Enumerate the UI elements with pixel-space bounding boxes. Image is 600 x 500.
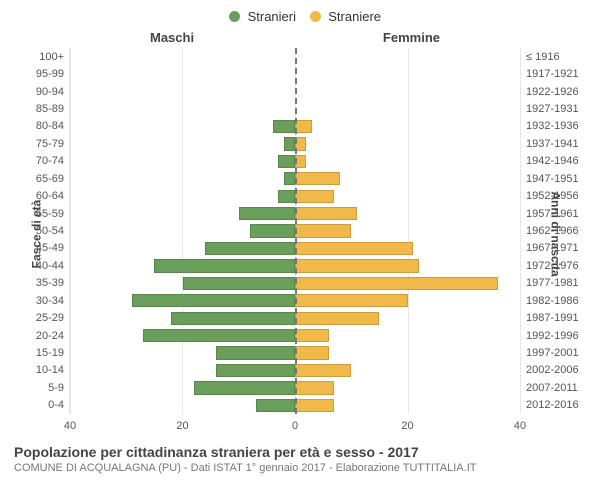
birth-year-label: 1922-1926 (520, 86, 579, 98)
birth-year-label: 1987-1991 (520, 312, 579, 324)
birth-year-label: 1967-1971 (520, 242, 579, 254)
bar-male (132, 294, 295, 307)
birth-year-label: 1942-1946 (520, 155, 579, 167)
birth-year-label: 1982-1986 (520, 295, 579, 307)
bar-female (295, 172, 340, 185)
age-label: 50-54 (36, 225, 70, 237)
age-label: 75-79 (36, 138, 70, 150)
bar-female (295, 120, 312, 133)
birth-year-label: ≤ 1916 (520, 51, 560, 63)
bar-female (295, 242, 413, 255)
birth-year-label: 2012-2016 (520, 399, 579, 411)
birth-year-label: 1992-1996 (520, 330, 579, 342)
bar-male (216, 364, 295, 377)
birth-year-label: 1932-1936 (520, 120, 579, 132)
birth-year-label: 1927-1931 (520, 103, 579, 115)
x-tick-label: 40 (514, 420, 526, 432)
footer-subtitle: COMUNE DI ACQUALAGNA (PU) - Dati ISTAT 1… (14, 462, 586, 474)
bar-female (295, 312, 379, 325)
footer: Popolazione per cittadinanza straniera p… (0, 444, 600, 474)
bar-female (295, 190, 334, 203)
bar-male (278, 190, 295, 203)
age-label: 45-49 (36, 242, 70, 254)
birth-year-label: 1917-1921 (520, 68, 579, 80)
bar-male (273, 120, 296, 133)
plot-area: 2040 02040 100+≤ 191695-991917-192190-94… (70, 48, 520, 414)
birth-year-label: 1952-1956 (520, 190, 579, 202)
x-tick-label: 0 (292, 420, 298, 432)
bar-female (295, 224, 351, 237)
bar-female (295, 259, 419, 272)
age-label: 90-94 (36, 86, 70, 98)
age-label: 85-89 (36, 103, 70, 115)
bar-male (194, 381, 295, 394)
bar-male (256, 399, 295, 412)
x-tick-label: 40 (64, 420, 76, 432)
birth-year-label: 1972-1976 (520, 260, 579, 272)
bar-female (295, 294, 408, 307)
col-header-female: Femmine (383, 30, 440, 45)
birth-year-label: 1962-1966 (520, 225, 579, 237)
bar-female (295, 346, 329, 359)
legend-label-male: Stranieri (248, 9, 296, 24)
age-label: 95-99 (36, 68, 70, 80)
birth-year-label: 1997-2001 (520, 347, 579, 359)
bar-female (295, 207, 357, 220)
age-label: 20-24 (36, 330, 70, 342)
bar-male (216, 346, 295, 359)
age-label: 30-34 (36, 295, 70, 307)
age-label: 15-19 (36, 347, 70, 359)
center-line-icon (295, 48, 297, 414)
bar-male (239, 207, 295, 220)
age-label: 65-69 (36, 173, 70, 185)
bar-male (278, 155, 295, 168)
age-label: 100+ (39, 51, 70, 63)
birth-year-label: 1957-1961 (520, 208, 579, 220)
age-label: 80-84 (36, 120, 70, 132)
age-label: 5-9 (48, 382, 70, 394)
legend-swatch-male (229, 11, 240, 22)
birth-year-label: 1937-1941 (520, 138, 579, 150)
legend-label-female: Straniere (328, 9, 381, 24)
col-header-male: Maschi (150, 30, 194, 45)
birth-year-label: 1947-1951 (520, 173, 579, 185)
bar-male (250, 224, 295, 237)
birth-year-label: 2007-2011 (520, 382, 578, 394)
age-label: 60-64 (36, 190, 70, 202)
bar-female (295, 277, 498, 290)
age-label: 55-59 (36, 208, 70, 220)
bar-male (171, 312, 295, 325)
footer-title: Popolazione per cittadinanza straniera p… (14, 444, 586, 460)
x-tick-label: 20 (176, 420, 188, 432)
age-label: 40-44 (36, 260, 70, 272)
age-label: 25-29 (36, 312, 70, 324)
bar-female (295, 329, 329, 342)
bar-female (295, 399, 334, 412)
legend: Stranieri Straniere (0, 0, 600, 24)
bar-male (205, 242, 295, 255)
bar-female (295, 364, 351, 377)
birth-year-label: 2002-2006 (520, 364, 579, 376)
age-label: 70-74 (36, 155, 70, 167)
legend-swatch-female (310, 11, 321, 22)
bar-female (295, 381, 334, 394)
bar-male (284, 137, 295, 150)
age-label: 35-39 (36, 277, 70, 289)
age-label: 10-14 (36, 364, 70, 376)
bar-male (154, 259, 295, 272)
chart: Maschi Femmine Fasce di età Anni di nasc… (0, 24, 600, 444)
bar-male (183, 277, 296, 290)
x-tick-label: 20 (401, 420, 413, 432)
bar-male (143, 329, 295, 342)
birth-year-label: 1977-1981 (520, 277, 579, 289)
bar-male (284, 172, 295, 185)
age-label: 0-4 (48, 399, 70, 411)
